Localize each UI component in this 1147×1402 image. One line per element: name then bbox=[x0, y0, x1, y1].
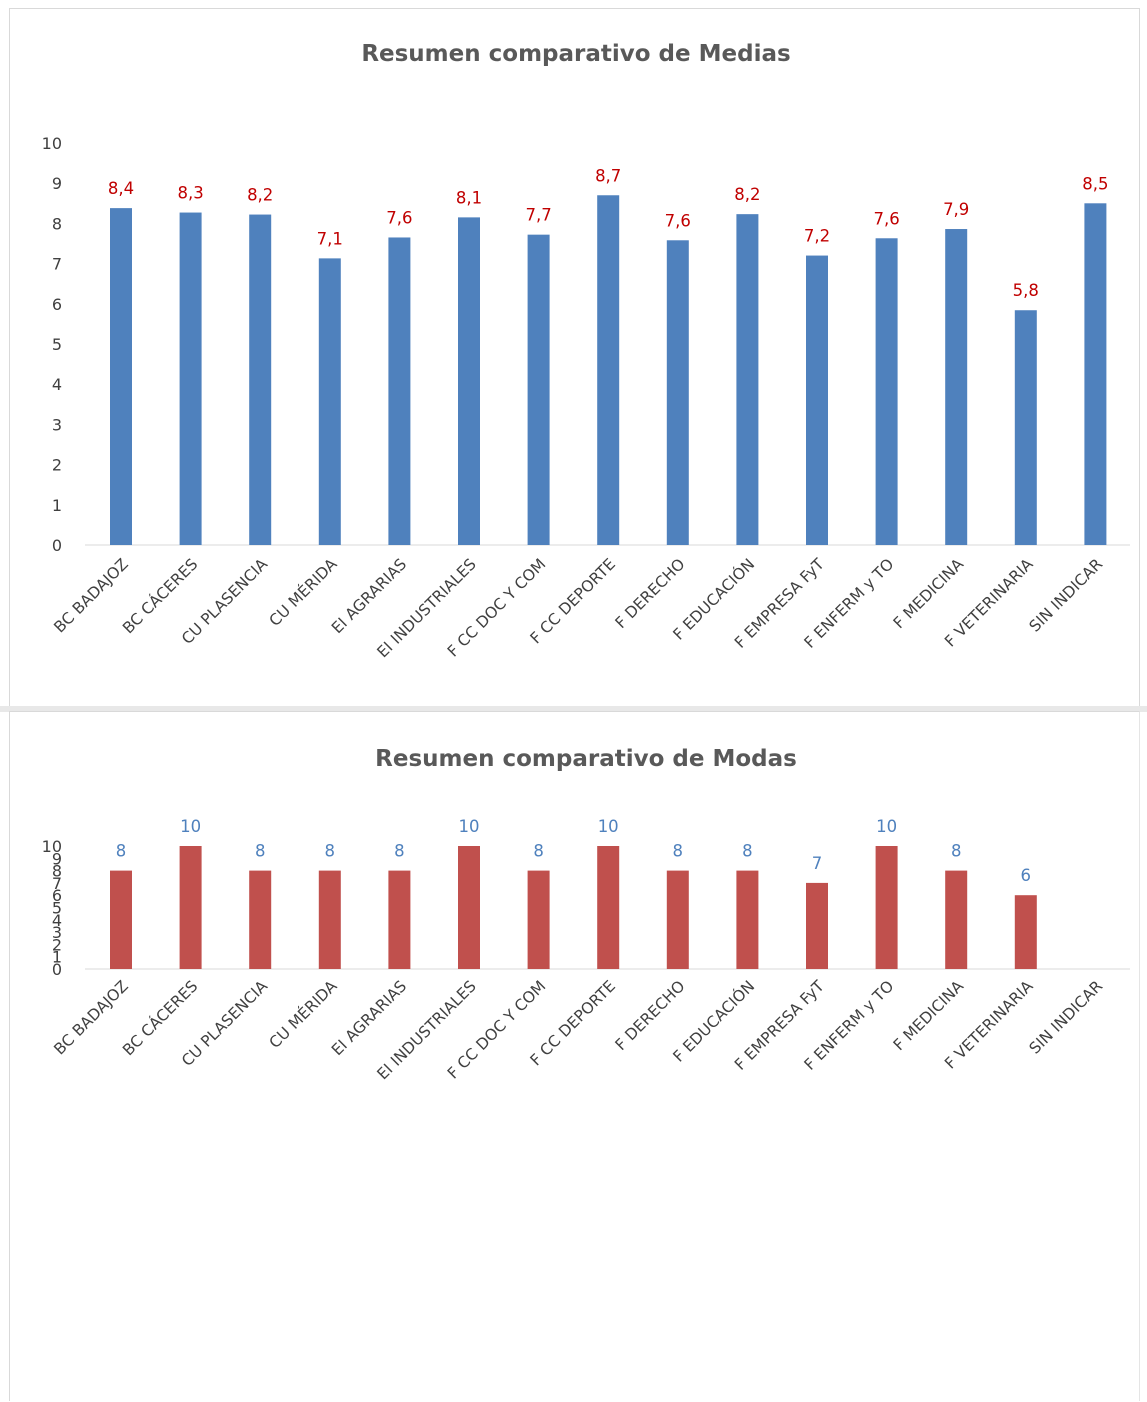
data-label: 10 bbox=[180, 817, 201, 836]
data-label: 8 bbox=[673, 842, 684, 861]
bar bbox=[388, 870, 411, 969]
bar bbox=[736, 214, 759, 546]
y-tick-label: 8 bbox=[52, 862, 62, 881]
y-tick-label: 3 bbox=[52, 923, 62, 942]
y-tick-label: 2 bbox=[52, 935, 62, 954]
chart-title: Resumen comparativo de Medias bbox=[361, 41, 790, 67]
x-tick-label: F MEDICINA bbox=[890, 555, 967, 632]
bar bbox=[527, 234, 550, 545]
y-tick-label: 10 bbox=[42, 134, 62, 153]
bar bbox=[1014, 310, 1037, 545]
data-label: 7,6 bbox=[665, 211, 691, 230]
x-tick-label: SIN INDICAR bbox=[1026, 977, 1107, 1058]
x-tick-label: CU MÉRIDA bbox=[265, 554, 341, 630]
y-tick-label: 4 bbox=[52, 375, 62, 394]
x-tick-label: F DERECHO bbox=[612, 977, 689, 1054]
chart-panel-medias: Resumen comparativo de Medias 0 1 2 3 4 5 6 7 8 9… bbox=[9, 8, 1140, 708]
data-label: 8,1 bbox=[456, 188, 482, 207]
data-label: 6 bbox=[1021, 866, 1032, 885]
y-tick-label: 5 bbox=[52, 899, 62, 918]
y-tick-label: 4 bbox=[52, 911, 62, 930]
bar bbox=[1014, 895, 1037, 969]
data-label: 7,9 bbox=[943, 200, 969, 219]
data-label: 8 bbox=[742, 842, 753, 861]
bar bbox=[806, 882, 828, 969]
bar bbox=[597, 846, 620, 969]
data-label: 7,6 bbox=[873, 209, 899, 228]
bar bbox=[179, 846, 202, 969]
data-label: 8,2 bbox=[247, 186, 273, 205]
y-tick-label: 7 bbox=[52, 255, 62, 274]
y-tick-label: 10 bbox=[42, 837, 62, 856]
bar bbox=[179, 212, 202, 545]
data-label: 8,2 bbox=[734, 185, 760, 204]
y-tick-label: 3 bbox=[52, 415, 62, 434]
bar bbox=[945, 870, 968, 969]
y-tick-label: 1 bbox=[52, 496, 62, 515]
bar bbox=[458, 217, 480, 545]
data-label: 7,1 bbox=[317, 229, 343, 248]
y-tick-label: 8 bbox=[52, 214, 62, 233]
bar bbox=[249, 214, 272, 545]
chart-title: Resumen comparativo de Modas bbox=[375, 746, 797, 772]
y-tick-label: 9 bbox=[52, 174, 62, 193]
bar bbox=[110, 208, 132, 545]
data-label: 10 bbox=[876, 817, 897, 836]
bar bbox=[1084, 203, 1107, 546]
data-label: 8,5 bbox=[1082, 174, 1108, 193]
data-label: 8 bbox=[951, 842, 962, 861]
x-tick-label: SIN INDICAR bbox=[1026, 555, 1107, 636]
y-tick-label: 6 bbox=[52, 295, 62, 314]
x-tick-label: CU MÉRIDA bbox=[265, 976, 341, 1052]
bar bbox=[597, 195, 620, 545]
bar bbox=[318, 258, 341, 545]
data-label: 8 bbox=[394, 842, 405, 861]
bar bbox=[666, 870, 689, 969]
y-tick-label: 5 bbox=[52, 335, 62, 354]
data-label: 8 bbox=[533, 842, 544, 861]
bar bbox=[318, 870, 341, 969]
bar bbox=[945, 229, 968, 545]
y-tick-label: 0 bbox=[52, 536, 62, 555]
data-label: 8 bbox=[116, 842, 127, 861]
bar bbox=[875, 238, 898, 546]
y-tick-label: 1 bbox=[52, 948, 62, 967]
bar bbox=[249, 870, 272, 969]
data-label: 10 bbox=[598, 817, 619, 836]
bar bbox=[806, 255, 828, 545]
data-label: 8,7 bbox=[595, 166, 621, 185]
chart-modas: Resumen comparativo de Modas 01234567891… bbox=[42, 746, 1130, 1083]
data-label: 7,7 bbox=[525, 206, 551, 225]
y-tick-label: 9 bbox=[52, 849, 62, 868]
data-label: 8 bbox=[325, 842, 336, 861]
chart-medias: Resumen comparativo de Medias 0 1 2 3 4 5 6 7 8 9… bbox=[42, 41, 1130, 661]
bar bbox=[458, 846, 480, 969]
bar bbox=[875, 846, 898, 969]
y-tick-label: 2 bbox=[52, 456, 62, 475]
data-label: 5,8 bbox=[1013, 281, 1039, 300]
data-label: 10 bbox=[459, 817, 480, 836]
bar bbox=[736, 870, 759, 969]
data-label: 7,6 bbox=[386, 208, 412, 227]
x-tick-label: F MEDICINA bbox=[890, 977, 967, 1054]
data-label: 7,2 bbox=[804, 227, 830, 246]
bar bbox=[388, 237, 411, 545]
bar bbox=[666, 240, 689, 545]
y-tick-label: 0 bbox=[52, 960, 62, 979]
data-label: 8 bbox=[255, 842, 266, 861]
data-label: 8,4 bbox=[108, 179, 134, 198]
x-tick-label: F DERECHO bbox=[612, 555, 689, 632]
y-tick-label: 7 bbox=[52, 874, 62, 893]
y-tick-label: 6 bbox=[52, 886, 62, 905]
data-label: 8,3 bbox=[177, 184, 203, 203]
bar bbox=[110, 870, 132, 969]
panel-separator bbox=[0, 706, 1147, 712]
bar bbox=[527, 870, 550, 969]
data-label: 7 bbox=[812, 854, 823, 873]
